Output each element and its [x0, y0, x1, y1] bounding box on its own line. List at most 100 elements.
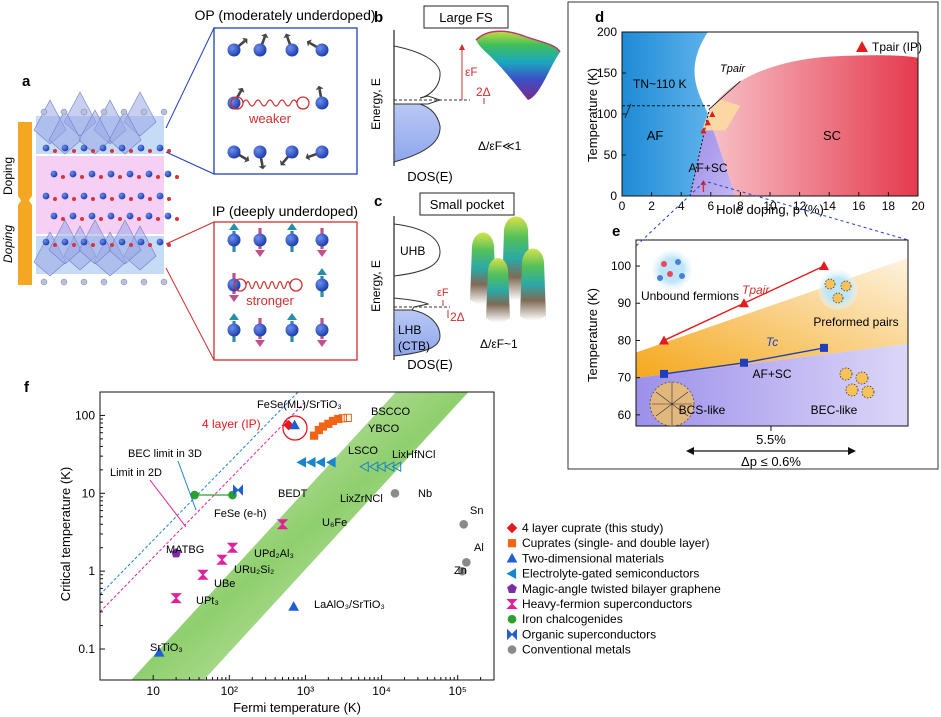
label-fese-ml: FeSe(ML)/SrTiO₃ [257, 399, 342, 411]
panel-b-title-box [423, 5, 509, 29]
panel-op-spins: OP (moderately underdoped) weaker [194, 7, 376, 175]
y-tick-label: 60 [618, 408, 632, 422]
panel-e-tpair-label: Tpair [742, 283, 770, 297]
spin [227, 223, 241, 252]
oxygen-atom [175, 175, 179, 179]
legend-label: Heavy-fermion superconductors [522, 597, 692, 611]
callout-line-bottom [165, 221, 215, 245]
oxygen-atom [99, 175, 103, 179]
x-tick-label: 18 [882, 199, 896, 213]
panel-d-region-sc: SC [823, 128, 841, 143]
point-square [343, 413, 352, 422]
panel-d-legend: Tpair (IP) [856, 40, 922, 54]
legend-label: Iron chalcogenides [522, 612, 623, 626]
boundary-line [689, 108, 710, 197]
label-upt3: UPt₃ [196, 595, 219, 607]
panel-d-letter: d [595, 9, 604, 26]
legend-marker [506, 552, 518, 563]
label-bedt: BEDT [278, 488, 308, 500]
panel-e-range-label: Δp ≤ 0.6% [741, 454, 801, 469]
spin-atom [315, 278, 329, 292]
copper-atom [42, 192, 50, 200]
oxygen-atom [99, 217, 103, 221]
limit2d-pointer [149, 479, 187, 528]
panel-f-ylabel: Critical temperature (K) [58, 467, 73, 601]
point-hourglass [226, 542, 239, 553]
oxygen-atom [61, 175, 65, 179]
copper-atom [61, 238, 69, 246]
oxygen-atom [110, 243, 114, 247]
oxygen-atom [167, 243, 171, 247]
point-square [310, 431, 319, 440]
panel-e-plot-frame [635, 239, 909, 427]
spin-atom [285, 233, 299, 247]
highlight-circle [282, 415, 308, 441]
copper-atom [164, 170, 172, 178]
panel-e-doping-mark: 5.5% [756, 432, 786, 447]
point-hourglass [216, 554, 228, 565]
panel-f-limit-lines [100, 392, 306, 613]
point-hourglass [276, 519, 289, 530]
point-circle [462, 557, 471, 567]
point-triangle-left [384, 461, 395, 472]
panel-f-points [153, 413, 471, 657]
spin-arrowhead [229, 313, 239, 320]
pocket-3 [520, 248, 546, 321]
label-sn: Sn [470, 505, 483, 517]
label-lsco: LSCO [348, 445, 378, 457]
copper-atom [107, 212, 115, 220]
y-tick-label: 100 [597, 107, 617, 121]
zoom-line-right [707, 181, 909, 241]
label-matbg: MATBG [166, 544, 204, 556]
spin-arrowhead [258, 165, 267, 170]
copper-atom [88, 212, 96, 220]
panel-a-letter: a [22, 73, 31, 90]
legend-marker [506, 522, 518, 534]
copper-atom [145, 170, 153, 178]
spin-atom [227, 145, 241, 159]
x-tick-label: 10² [221, 684, 238, 698]
x-tick-label: 2 [648, 199, 655, 213]
copper-atom [69, 170, 77, 178]
panel-e-ylabel: Temperature (K) [585, 288, 600, 382]
op-spring [242, 99, 298, 107]
ip-pair-left [233, 278, 247, 292]
panel-d-xlabel: Hole doping, p (%) [716, 202, 824, 217]
op-title: OP (moderately underdoped) [194, 7, 375, 23]
x-tick-label: 14 [823, 199, 837, 213]
legend-label: Electrolyte-gated semiconductors [522, 567, 699, 581]
x-tick-label: 6 [707, 199, 714, 213]
apical-atom [160, 278, 168, 286]
panel-c-ef-label: εF [437, 287, 449, 299]
label-zn: Zn [454, 565, 467, 577]
fermion [661, 261, 667, 267]
panel-c-lhb-label: LHB [398, 323, 421, 337]
label-nb: Nb [418, 488, 432, 500]
spin-arrowhead [315, 85, 324, 90]
spin-arrowhead [255, 340, 265, 347]
spin-arrowhead [242, 37, 248, 45]
y-tick-label: 80 [618, 333, 632, 347]
spin-atom [227, 233, 241, 247]
region-af [622, 32, 708, 196]
spin-arrowhead [237, 87, 245, 93]
panel-b-ratio: Δ/εF≪1 [478, 139, 522, 153]
label-bscco: BSCCO [371, 406, 411, 418]
spin-atom [227, 96, 241, 110]
spin [227, 145, 250, 163]
panel-f-uemura: f 10 10² 10³ 10⁴ 10⁵ 0.1 1 10 100 4 layer (IP) F… [24, 379, 721, 715]
apical-atom [100, 108, 108, 116]
legend-marker [506, 599, 518, 609]
copper-atom [118, 192, 126, 200]
bec-pair [839, 367, 853, 381]
panel-e-afsc-label: AF+SC [752, 367, 791, 381]
oxygen-atom [110, 197, 114, 201]
spin-arrowhead [287, 313, 297, 320]
spin [315, 268, 329, 297]
copper-atom [61, 192, 69, 200]
oxygen-atom [53, 243, 57, 247]
legend-label: Conventional metals [522, 643, 631, 657]
label-bec3d: BEC limit in 3D [128, 448, 202, 460]
